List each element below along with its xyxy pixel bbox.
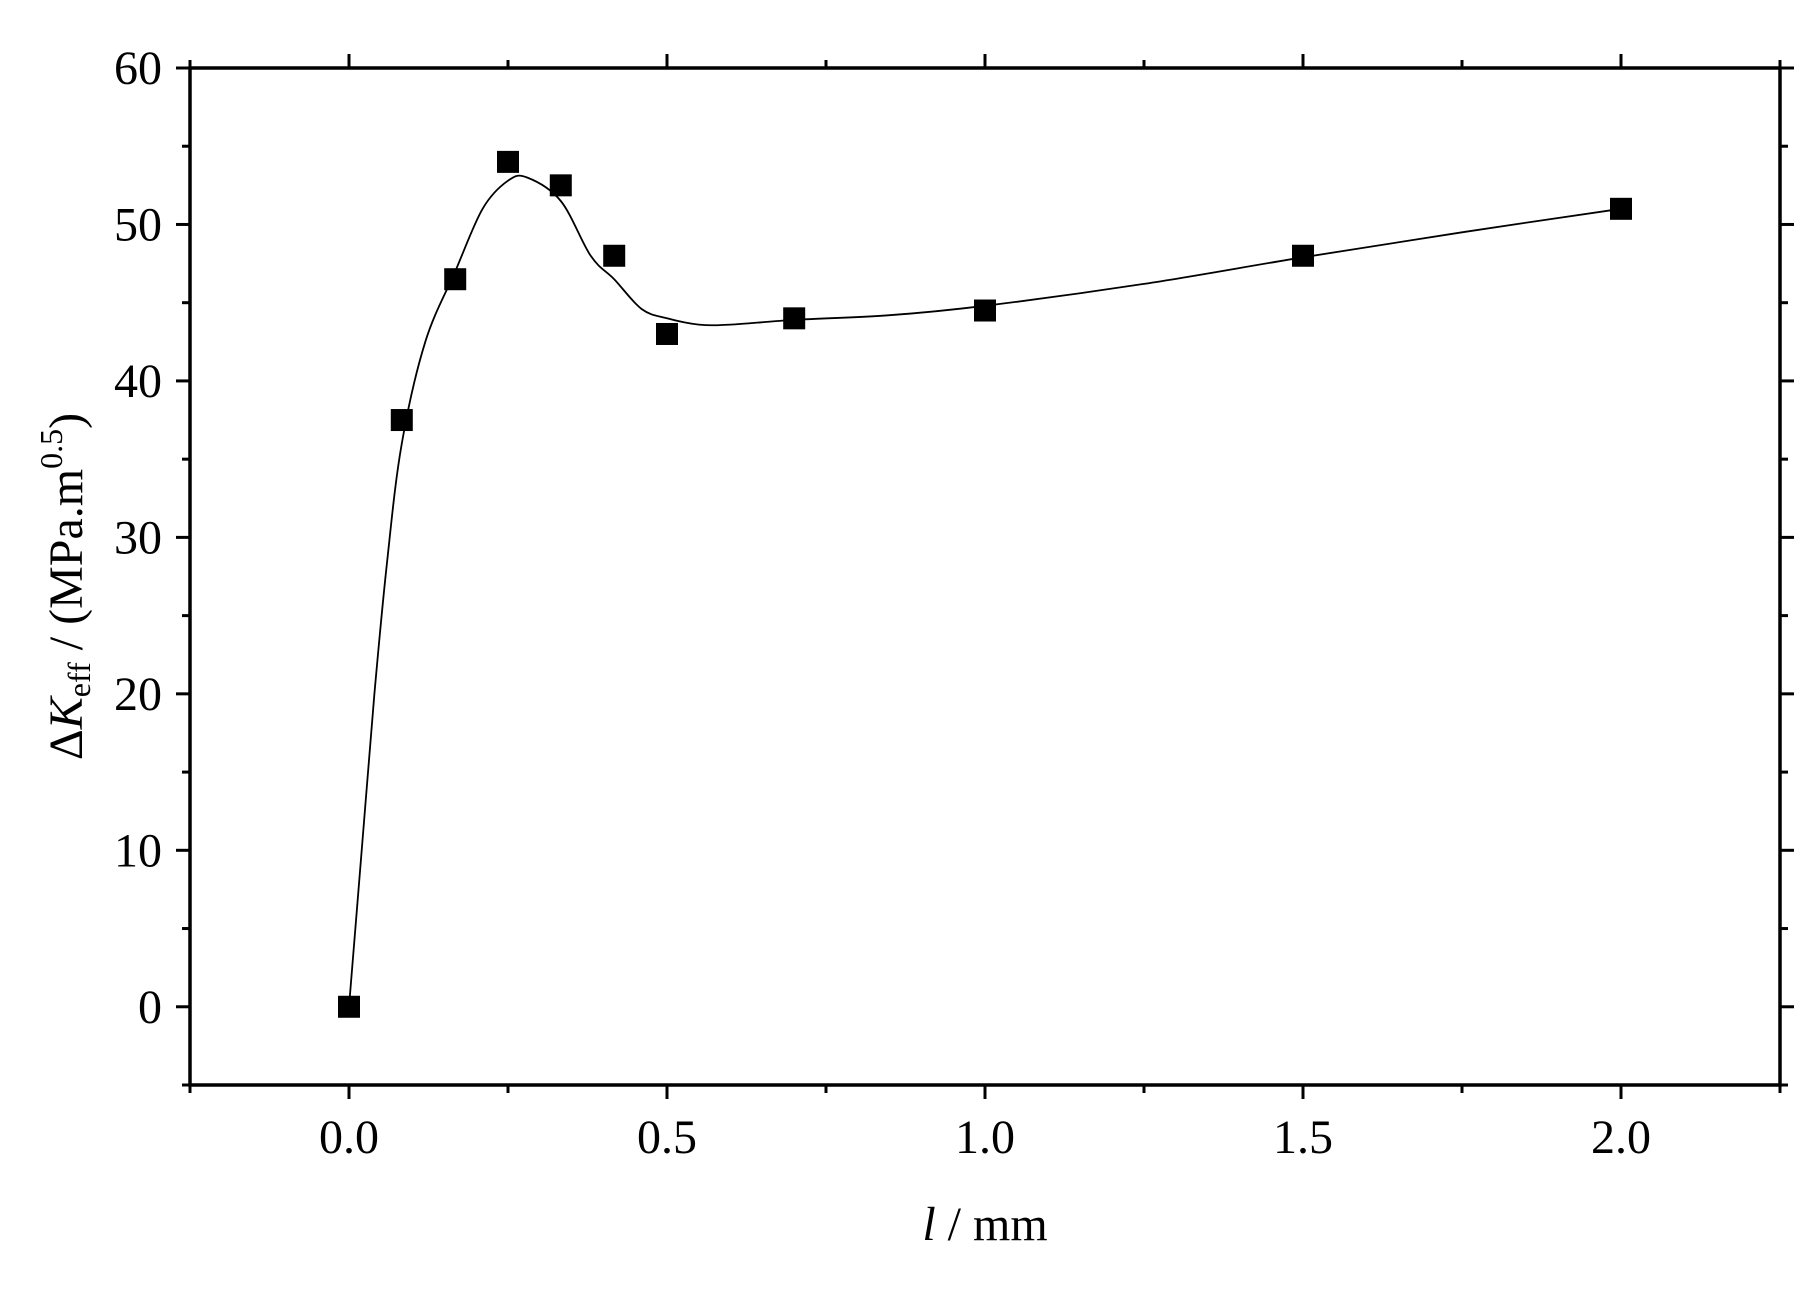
y-axis-title: ΔKeff / (MPa.m0.5) bbox=[33, 413, 97, 760]
data-point bbox=[444, 268, 467, 291]
data-point bbox=[783, 307, 806, 330]
data-point bbox=[974, 299, 996, 322]
x-axis-title-symbol: l bbox=[922, 1198, 935, 1251]
y-axis-title-symbol: K bbox=[40, 694, 93, 730]
x-tick-label: 1.5 bbox=[1273, 1111, 1333, 1164]
fit-curve bbox=[348, 174, 1622, 1007]
data-point bbox=[549, 174, 572, 197]
x-tick-label: 0.0 bbox=[319, 1111, 379, 1164]
y-axis-title-unit: / (MPa.m bbox=[40, 469, 93, 662]
x-tick-label: 2.0 bbox=[1591, 1111, 1651, 1164]
data-point bbox=[656, 322, 678, 345]
y-axis-title-close: ) bbox=[40, 413, 93, 429]
x-tick-labels: 0.0 0.5 1.0 1.5 2.0 bbox=[319, 1111, 1651, 1164]
y-tick-label: 50 bbox=[114, 198, 162, 251]
data-point bbox=[1292, 244, 1314, 267]
x-axis-title-unit: / mm bbox=[936, 1198, 1048, 1251]
data-point bbox=[603, 244, 626, 267]
data-point bbox=[1610, 197, 1632, 220]
data-point bbox=[338, 995, 360, 1018]
y-tick-label: 40 bbox=[114, 355, 162, 408]
y-tick-label: 0 bbox=[138, 981, 162, 1034]
y-axis-title-subscript: eff bbox=[61, 662, 97, 697]
y-tick-label: 30 bbox=[114, 511, 162, 564]
y-tick-label: 60 bbox=[114, 42, 162, 95]
x-tick-label: 1.0 bbox=[955, 1111, 1015, 1164]
fit-curve-layer bbox=[348, 174, 1622, 1007]
y-axis-title-delta: Δ bbox=[40, 729, 93, 760]
data-points-layer bbox=[338, 150, 1632, 1018]
y-tick-labels: 0 10 20 30 40 50 60 bbox=[114, 42, 162, 1034]
data-point bbox=[390, 409, 413, 432]
y-tick-label: 20 bbox=[114, 668, 162, 721]
x-axis-title: l / mm bbox=[922, 1198, 1047, 1251]
y-tick-label: 10 bbox=[114, 824, 162, 877]
plot-frame bbox=[188, 66, 1782, 1087]
x-tick-label: 0.5 bbox=[637, 1111, 697, 1164]
y-axis-title-superscript: 0.5 bbox=[33, 429, 69, 469]
data-point bbox=[497, 150, 519, 173]
